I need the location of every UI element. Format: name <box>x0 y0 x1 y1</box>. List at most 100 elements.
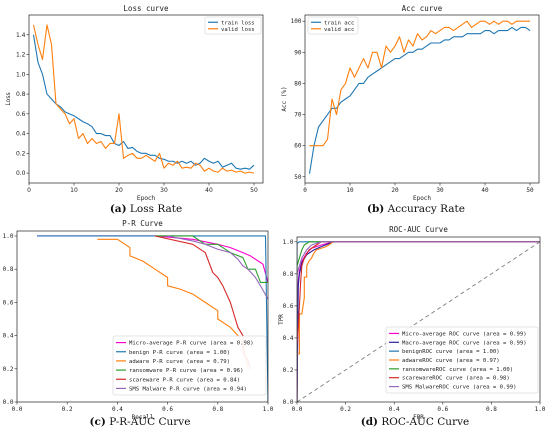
roc-legend-entry: Macro-average ROC curve (area = 0.99) <box>402 340 527 346</box>
acc-legend-entry: valid acc <box>324 27 354 33</box>
acc-xtick-label: 40 <box>481 187 489 194</box>
acc-ytick-label: 100 <box>291 18 302 25</box>
pr-series-benign-p-r-curve-area-1-00 <box>37 235 268 402</box>
loss-xtick-label: 50 <box>250 187 258 194</box>
acc-ytick-label: 90 <box>294 49 302 56</box>
acc-ytick-label: 50 <box>294 174 302 181</box>
loss-caption: (a) Loss Rate <box>110 203 182 215</box>
roc-axes-frame <box>296 236 541 403</box>
pr-legend-entry: scareware P-R curve (area = 0.84) <box>129 377 240 383</box>
pr-caption-letter: (c) <box>90 416 106 428</box>
roc-caption-letter: (d) <box>361 416 378 428</box>
pr-xtick-label: 0.8 <box>212 406 223 413</box>
pr-caption: (c) P-R-AUC Curve <box>90 416 191 428</box>
loss-ytick-label: 1.2 <box>16 52 26 59</box>
acc-xtick-label: 0 <box>303 187 307 194</box>
loss-caption-text: Loss Rate <box>127 203 183 215</box>
loss-ylabel: Loss <box>5 92 12 105</box>
pr-xtick-label: 0.0 <box>12 406 23 413</box>
loss-xtick-label: 0 <box>27 187 31 194</box>
loss-ytick-label: 1.4 <box>16 32 26 39</box>
roc-xtick-label: 0.0 <box>292 406 303 413</box>
loss-ytick-label: 0.2 <box>16 150 26 157</box>
acc-legend-entry: train acc <box>324 20 354 26</box>
roc-xtick-label: 0.6 <box>437 406 448 413</box>
acc-ytick-label: 70 <box>294 112 302 119</box>
pr-series-micro-average-p-r-curve-area-0-98 <box>37 235 268 283</box>
acc-ylabel: Acc (%) <box>281 86 288 111</box>
pr-legend-entry: Micro-average P-R curve (area = 0.98) <box>129 341 254 347</box>
roc-ytick-label: 0.2 <box>283 367 294 374</box>
acc-caption-letter: (b) <box>367 203 384 215</box>
acc-xtick-label: 10 <box>346 187 354 194</box>
roc-legend-entry: Micro-average ROC curve (area = 0.99) <box>402 331 527 337</box>
roc-legend-entry: adwareROC curve (area = 0.97) <box>402 358 500 364</box>
pr-ytick-label: 0.6 <box>3 299 14 306</box>
roc-chart: ROC-AUC Curve 0.0 0.2 0.4 0.6 0.8 1.0 0.0 0.2 0.4… <box>278 225 546 428</box>
roc-xtick-label: 0.2 <box>340 406 351 413</box>
pr-title: P-R Curve <box>122 219 163 228</box>
acc-caption: (b) Accuracy Rate <box>367 203 465 215</box>
roc-series-sms-malwareroc-curve-area-0-99 <box>297 241 540 402</box>
acc-series-train-acc <box>308 26 531 174</box>
pr-legend-entry: benign P-R curve (area = 1.00) <box>129 350 230 356</box>
roc-xtick-label: 1.0 <box>535 406 546 413</box>
roc-ytick-label: 1.0 <box>283 239 294 246</box>
pr-ytick-label: 0.8 <box>3 266 14 273</box>
roc-xtick-label: 0.8 <box>486 406 497 413</box>
acc-legend-box <box>307 16 359 35</box>
pr-axes-frame <box>16 230 269 403</box>
acc-caption-text: Accuracy Rate <box>384 203 465 215</box>
acc-series-group <box>308 20 531 174</box>
acc-xlabel: Epoch <box>413 195 431 202</box>
pr-legend-entry: ransomware P-R curve (area = 0.96) <box>129 368 244 374</box>
roc-xlabel: FPR <box>413 414 424 421</box>
loss-ytick-label: 1.0 <box>16 71 26 78</box>
roc-ytick-label: 0.0 <box>283 399 294 406</box>
roc-series-ransomwareroc-curve-area-1-00 <box>297 241 540 402</box>
loss-xtick-label: 30 <box>160 187 168 194</box>
roc-legend-box <box>385 326 539 394</box>
loss-title: Loss curve <box>123 4 169 13</box>
roc-title: ROC-AUC Curve <box>389 225 448 234</box>
loss-xtick-label: 40 <box>205 187 213 194</box>
loss-xtick-label: 10 <box>70 187 78 194</box>
roc-ytick-label: 0.8 <box>283 271 294 278</box>
roc-ytick-label: 0.6 <box>283 303 294 310</box>
pr-xtick-label: 1.0 <box>263 406 274 413</box>
pr-ytick-label: 0.2 <box>3 366 14 373</box>
roc-legend-entry: ransomwareROC curve (area = 1.00) <box>402 367 513 373</box>
loss-ytick-label: 0.8 <box>16 91 26 98</box>
loss-legend-entry: train loss <box>221 20 255 26</box>
pr-legend-entry: adware P-R curve (area = 0.79) <box>129 359 230 365</box>
acc-xtick-label: 50 <box>526 187 534 194</box>
roc-xtick-label: 0.4 <box>389 406 400 413</box>
loss-ytick-label: 0.6 <box>16 111 26 118</box>
roc-legend: Micro-average ROC curve (area = 0.99) Mac… <box>385 326 539 394</box>
pr-chart: P-R Curve 0.0 0.2 0.4 0.6 0.8 1.0 0.0 0.2 0.4 0.6 0… <box>3 219 274 428</box>
acc-series-valid-acc <box>309 20 530 147</box>
loss-ytick-label: 0.4 <box>16 131 26 138</box>
acc-ytick-label: 80 <box>294 80 302 87</box>
pr-legend: Micro-average P-R curve (area = 0.98) ben… <box>112 335 267 396</box>
loss-legend-box <box>204 16 262 35</box>
pr-series-ransomware-p-r-curve-area-0-96 <box>155 235 268 284</box>
roc-series-group <box>297 241 540 402</box>
loss-series-train-loss <box>32 34 255 170</box>
acc-xtick-label: 20 <box>391 187 399 194</box>
loss-series-group <box>32 24 255 174</box>
loss-legend-entry: valid loss <box>221 27 255 33</box>
acc-axes-frame <box>304 14 540 184</box>
acc-ytick-label: 60 <box>294 143 302 150</box>
pr-xtick-label: 0.2 <box>62 406 73 413</box>
loss-axes-frame <box>28 14 264 184</box>
roc-series-adwareroc-curve-area-0-97 <box>297 241 540 402</box>
pr-xlabel: Recall <box>132 414 154 421</box>
roc-ylabel: TPR <box>278 314 285 325</box>
pr-xtick-label: 0.4 <box>112 406 123 413</box>
loss-xtick-label: 20 <box>115 187 123 194</box>
